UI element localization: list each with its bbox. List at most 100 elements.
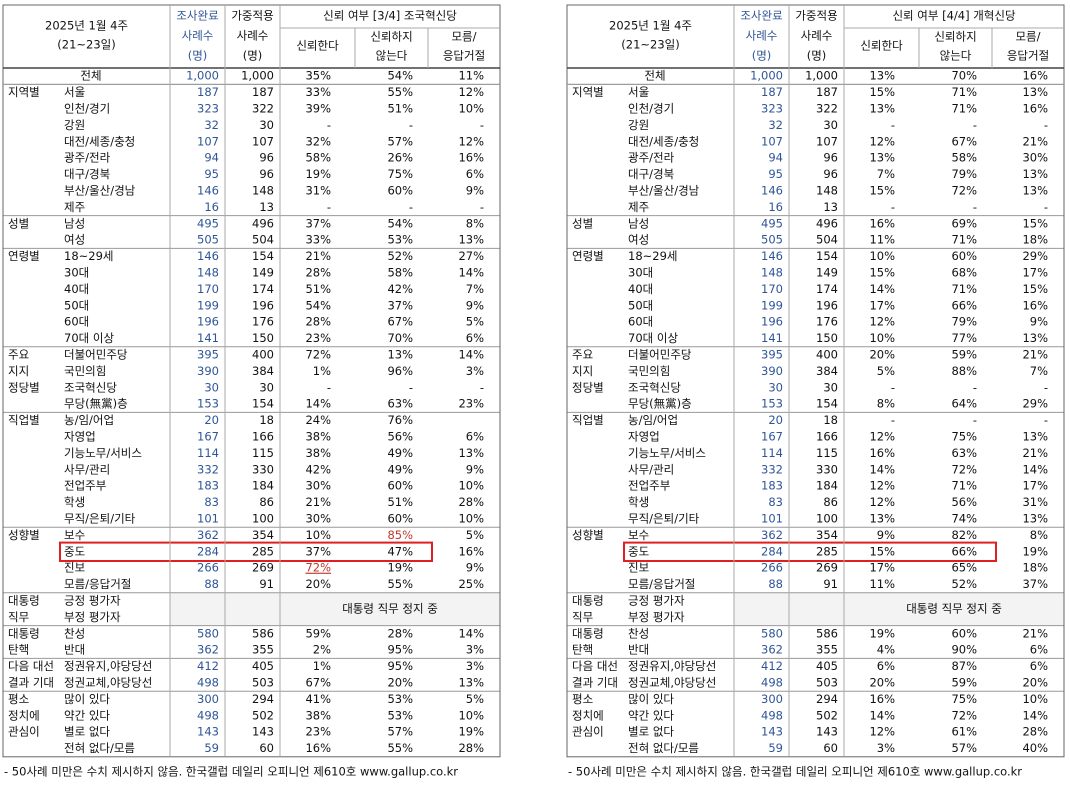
sample-count: 412	[761, 659, 783, 673]
percent: 17%	[1022, 266, 1048, 280]
percent: 20%	[869, 676, 895, 690]
percent: -	[480, 380, 484, 394]
sample-count: 167	[761, 430, 783, 444]
sample-count: 395	[761, 348, 783, 362]
percent: 67%	[951, 134, 977, 148]
row-label: 부산/울산/경남	[64, 184, 136, 198]
percent: 49%	[387, 446, 413, 460]
group-label: 연령별	[572, 249, 604, 263]
sample-count: 59	[768, 741, 783, 755]
percent: 13%	[458, 233, 484, 247]
row-label: 별로 없다	[628, 725, 674, 739]
percent: 9%	[466, 184, 484, 198]
percent: 72%	[951, 708, 977, 722]
row-label: 모름/응답거절	[64, 577, 131, 591]
group-label: 지역별	[8, 85, 40, 99]
percent: -	[1044, 118, 1048, 132]
weighted-count: 115	[252, 446, 274, 460]
group-label: 정당별	[8, 380, 40, 394]
group-label: 결과 기대	[572, 676, 618, 690]
weighted-count: 322	[816, 102, 838, 116]
weighted-count: 154	[816, 397, 838, 411]
percent: 31%	[305, 184, 331, 198]
percent: -	[1044, 200, 1048, 214]
row-label: 부정 평가자	[628, 610, 685, 624]
sample-count: 196	[197, 315, 219, 329]
percent: 10%	[305, 528, 331, 542]
percent: 16%	[869, 692, 895, 706]
row-label: 반대	[628, 643, 649, 657]
row-label: 30대	[64, 266, 89, 280]
sample-count: 16	[768, 200, 783, 214]
percent: 60%	[387, 479, 413, 493]
percent: -	[327, 118, 331, 132]
percent: 56%	[951, 495, 977, 509]
percent: 65%	[951, 561, 977, 575]
row-label: 정권유지,야당당선	[628, 659, 716, 673]
percent: 28%	[305, 315, 331, 329]
sample-count: 362	[761, 528, 783, 542]
weighted-count: 184	[816, 479, 838, 493]
weighted-count: 30	[823, 118, 838, 132]
weighted-count: 196	[816, 298, 838, 312]
percent: 49%	[387, 462, 413, 476]
percent: 32%	[305, 134, 331, 148]
percent: 60%	[387, 184, 413, 198]
percent: 59%	[951, 676, 977, 690]
sample-count: 362	[197, 528, 219, 542]
percent: 13%	[1022, 331, 1048, 345]
sample-count: 83	[768, 495, 783, 509]
percent: 41%	[305, 692, 331, 706]
header-title: 2025년 1월 4주	[609, 19, 692, 33]
percent: 64%	[951, 397, 977, 411]
row-label: 강원	[628, 118, 649, 132]
percent: 71%	[951, 233, 977, 247]
percent: 13%	[458, 676, 484, 690]
weighted-count: 115	[816, 446, 838, 460]
percent: 77%	[951, 331, 977, 345]
header-option: 신뢰한다	[296, 39, 339, 53]
percent: 59%	[305, 626, 331, 640]
percent: 13%	[1022, 184, 1048, 198]
percent: 17%	[869, 561, 895, 575]
percent: 6%	[1030, 643, 1048, 657]
weighted-count: 13	[823, 200, 838, 214]
row-label: 약간 있다	[628, 708, 674, 722]
percent: 74%	[951, 512, 977, 526]
percent: 13%	[869, 69, 895, 83]
sample-count: 284	[197, 544, 219, 558]
footer-note: - 50사례 미만은 수치 제시하지 않음. 한국갤럽 데일리 오피니언 제61…	[568, 765, 1022, 779]
weighted-count: 150	[816, 331, 838, 345]
percent: 5%	[466, 528, 484, 542]
sample-count: 30	[204, 380, 219, 394]
sample-count: 266	[761, 561, 783, 575]
weighted-count: 384	[816, 364, 838, 378]
percent: 95%	[387, 643, 413, 657]
sample-count: 580	[761, 626, 783, 640]
group-label: 관심이	[572, 725, 604, 739]
row-label: 국민의힘	[628, 364, 670, 378]
group-label: 지역별	[572, 85, 604, 99]
percent: 6%	[466, 430, 484, 444]
weighted-count: 187	[816, 85, 838, 99]
sample-count: 94	[768, 151, 783, 165]
group-label: 성향별	[572, 528, 604, 542]
sample-count: 170	[197, 282, 219, 296]
percent: 16%	[1022, 102, 1048, 116]
highlight-box	[623, 541, 997, 562]
percent: 17%	[1022, 479, 1048, 493]
header-weighted: 사례수	[237, 29, 269, 43]
row-label: 무직/은퇴/기타	[64, 512, 136, 526]
row-label: 대구/경북	[628, 167, 674, 181]
percent: 30%	[1022, 151, 1048, 165]
percent: 5%	[466, 692, 484, 706]
percent: 20%	[387, 676, 413, 690]
percent: 11%	[869, 577, 895, 591]
header-sample: 사례수	[182, 29, 214, 43]
row-label: 전혀 없다/모름	[64, 741, 135, 755]
percent: 7%	[1030, 364, 1048, 378]
percent: 72%	[305, 561, 331, 575]
percent: 24%	[305, 413, 331, 427]
header-option: 신뢰하지	[370, 30, 412, 44]
table-border	[2, 4, 501, 758]
